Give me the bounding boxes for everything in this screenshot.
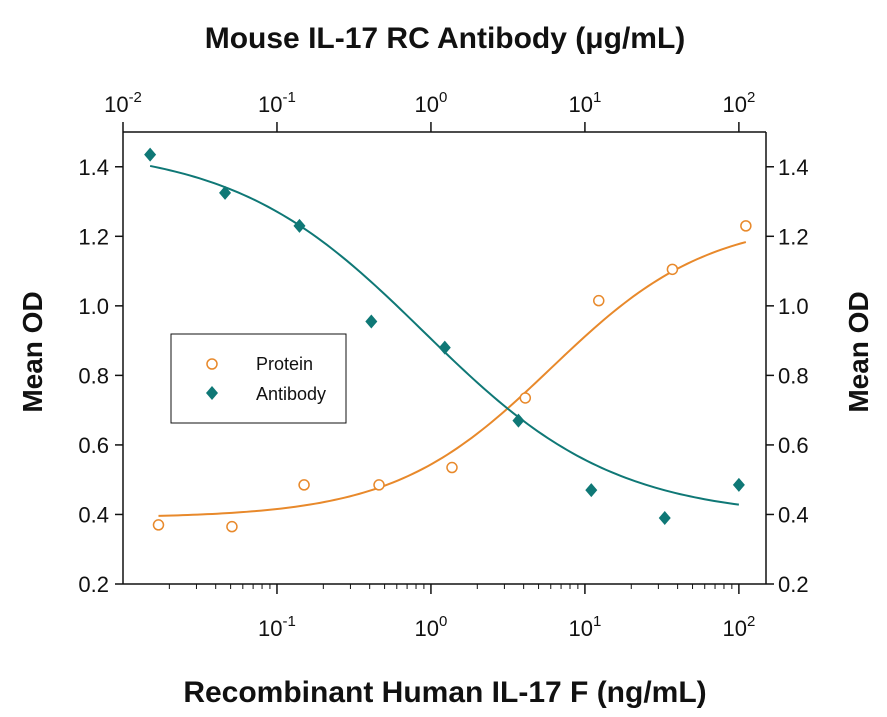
x-tick-label-bottom: 10-1 (258, 613, 296, 641)
y-ticks: 0.2 0.2 0.4 0.4 0.6 0.6 0.8 0.8 1.0 1.0 1.2 1.2 1.4 1… (78, 155, 808, 597)
x-ticks-top: 10-2 10-1 100 101 102 (104, 89, 755, 132)
y-tick-label-right: 1.2 (778, 224, 809, 249)
protein-point (740, 220, 752, 232)
y-tick-label-left: 0.6 (78, 433, 109, 458)
y-tick-label-left: 0.4 (78, 502, 109, 527)
antibody-point (585, 483, 598, 498)
x-tick-label-bottom: 102 (722, 613, 755, 641)
x-tick-label-bottom-exponent: -1 (283, 613, 296, 630)
x-tick-label-bottom-base: 10 (722, 616, 746, 641)
x-tick-label-top-base: 10 (569, 92, 593, 117)
x-tick-label-top-base: 10 (415, 92, 439, 117)
protein-point (152, 519, 165, 531)
x-tick-label-top-base: 10 (258, 92, 282, 117)
x-tick-label-bottom-base: 10 (415, 616, 439, 641)
protein-fit-curve (158, 241, 747, 517)
protein-point (226, 520, 238, 533)
y-tick-label-right: 0.2 (778, 572, 809, 597)
antibody-point (438, 340, 451, 355)
x-tick-label-top-exponent: 2 (747, 89, 755, 106)
y-tick-label-left: 1.4 (78, 155, 109, 180)
x-tick-label-bottom-exponent: 0 (439, 613, 447, 630)
x-tick-label-top-exponent: -2 (129, 89, 142, 106)
antibody-point (293, 218, 306, 233)
y-tick-label-right: 1.4 (778, 155, 809, 180)
antibody-point (732, 477, 745, 492)
chart-title: Mouse IL-17 RC Antibody (μg/mL) (205, 22, 686, 55)
x-tick-label-top-exponent: -1 (283, 89, 296, 106)
legend-protein-label: Protein (256, 354, 313, 374)
y-axis-label-right: Mean OD (843, 291, 874, 412)
y-tick-label-left: 1.2 (78, 224, 109, 249)
antibody-point (512, 413, 525, 428)
antibody-point (365, 314, 378, 329)
y-tick-label-right: 0.6 (778, 433, 809, 458)
antibody-point (658, 510, 671, 525)
x-tick-label-top: 100 (415, 89, 448, 117)
x-tick-label-top: 102 (722, 89, 755, 117)
x-ticks-bottom: 10-1 100 101 102 (168, 584, 755, 641)
x-tick-label-bottom-exponent: 1 (593, 613, 601, 630)
y-axis-label-left: Mean OD (17, 291, 48, 412)
protein-point (373, 479, 385, 491)
antibody-point (144, 147, 157, 162)
protein-point (666, 263, 679, 276)
y-tick-label-right: 0.4 (778, 502, 809, 527)
x-tick-label-top-exponent: 0 (439, 89, 447, 106)
x-tick-label-top: 101 (569, 89, 602, 117)
protein-point (593, 294, 605, 307)
y-tick-label-left: 0.2 (78, 572, 109, 597)
y-tick-label-right: 1.0 (778, 294, 809, 319)
x-tick-label-top: 10-1 (258, 89, 296, 117)
x-tick-label-top-base: 10 (104, 92, 128, 117)
legend: Protein Antibody (170, 333, 347, 424)
y-tick-label-right: 0.8 (778, 363, 809, 388)
x-tick-label-bottom-base: 10 (569, 616, 593, 641)
data-points (144, 147, 752, 533)
y-tick-label-left: 1.0 (78, 294, 109, 319)
protein-point (446, 461, 458, 474)
legend-antibody-marker (206, 386, 218, 400)
protein-point (519, 392, 532, 404)
x-axis-label: Recombinant Human IL-17 F (ng/mL) (183, 676, 706, 709)
protein-point (298, 479, 310, 491)
antibody-point (219, 185, 232, 200)
x-tick-label-bottom: 101 (569, 613, 602, 641)
x-tick-label-top-base: 10 (722, 92, 746, 117)
legend-protein-marker (206, 358, 218, 370)
x-tick-label-top: 10-2 (104, 89, 142, 117)
x-tick-label-bottom-exponent: 2 (747, 613, 755, 630)
x-tick-label-bottom-base: 10 (258, 616, 282, 641)
x-tick-label-top-exponent: 1 (593, 89, 601, 106)
legend-box (170, 333, 347, 424)
x-tick-label-bottom: 100 (415, 613, 448, 641)
y-tick-label-left: 0.8 (78, 363, 109, 388)
legend-antibody-label: Antibody (256, 384, 326, 404)
